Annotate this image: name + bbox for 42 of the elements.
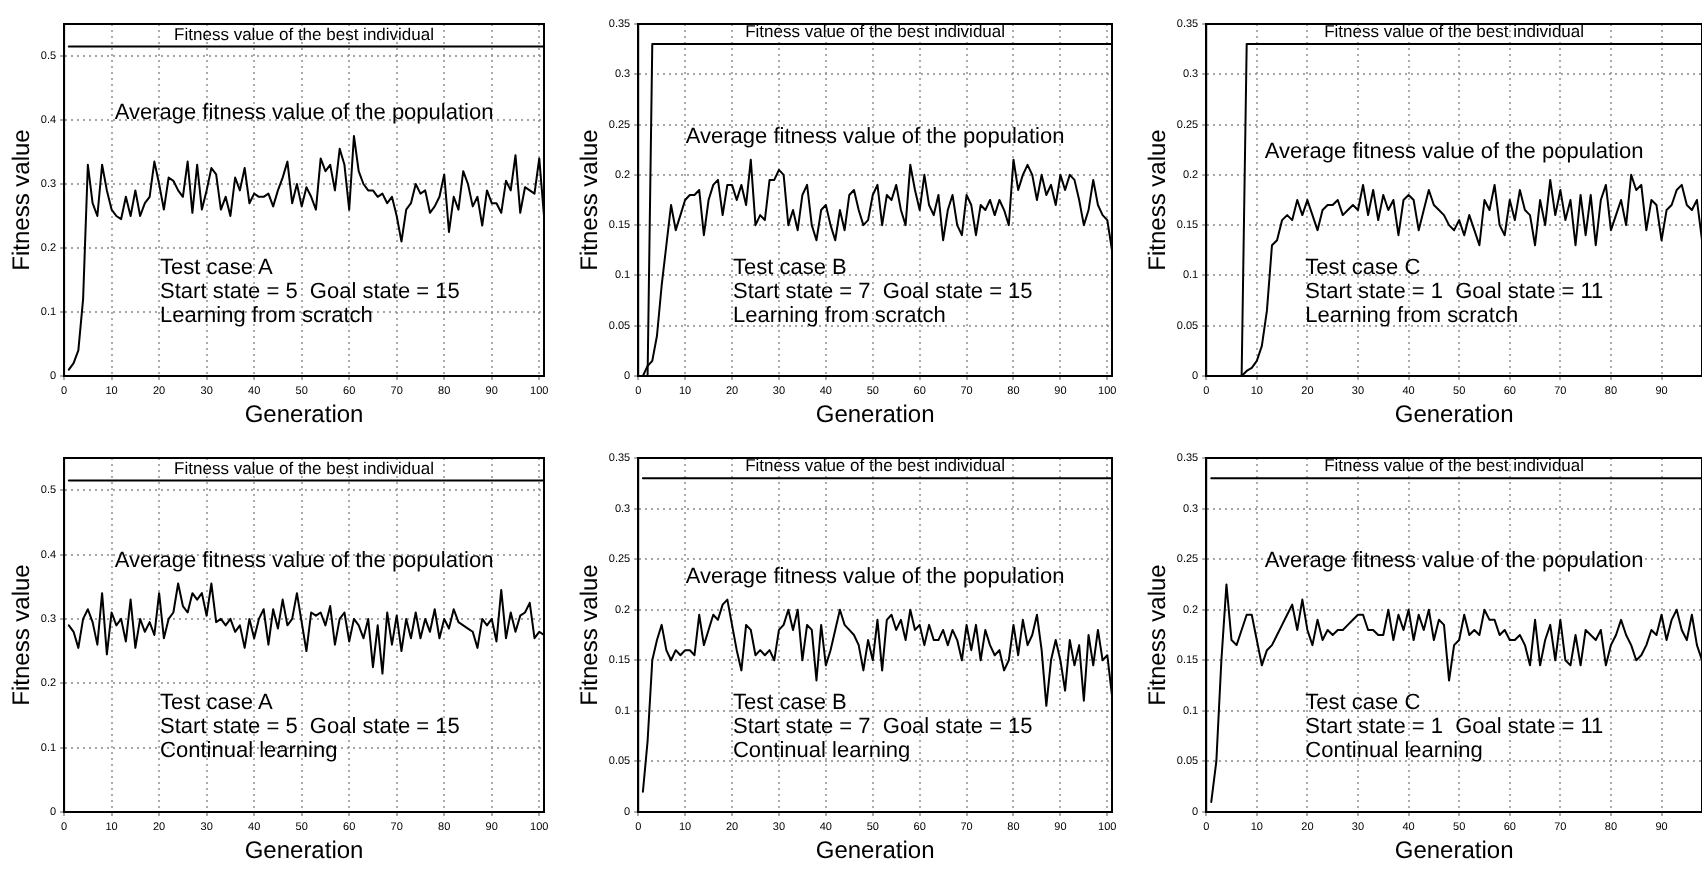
series-label: Fitness value of the best individual: [1324, 455, 1585, 476]
x-axis-title: Generation: [244, 836, 364, 865]
series-label: Fitness value of the best individual: [745, 21, 1006, 42]
series-label: Fitness value of the best individual: [1324, 21, 1585, 42]
y-axis-title: Fitness value: [575, 128, 604, 271]
series-label: Average fitness value of the population: [685, 564, 1065, 589]
annotation: Start state = 7 Goal state = 15: [732, 279, 1033, 304]
series-label: Average fitness value of the population: [114, 548, 494, 573]
annotation: Start state = 7 Goal state = 15: [732, 715, 1033, 740]
y-axis-title: Fitness value: [575, 563, 604, 706]
y-axis-title: Fitness value: [1143, 128, 1172, 271]
x-axis-title: Generation: [815, 400, 935, 429]
y-axis-title: Fitness value: [7, 563, 36, 706]
x-axis-title: Generation: [244, 400, 364, 429]
annotation: Learning from scratch: [732, 303, 946, 328]
series-label: Fitness value of the best individual: [745, 455, 1006, 476]
x-axis-title: Generation: [1394, 400, 1514, 429]
series-label: Fitness value of the best individual: [174, 23, 435, 44]
annotation: Start state = 5 Goal state = 15: [160, 279, 460, 304]
series-label: Average fitness value of the population: [685, 124, 1065, 149]
annotation: Test case A: [160, 255, 274, 280]
series-label: Average fitness value of the population: [114, 101, 494, 126]
series-label: Average fitness value of the population: [1264, 139, 1644, 164]
annotation: Learning from scratch: [1305, 303, 1519, 328]
annotation: Learning from scratch: [160, 303, 373, 328]
y-axis-title: Fitness value: [1143, 563, 1172, 706]
annotation: Continual learning: [160, 739, 338, 764]
x-axis-title: Generation: [815, 836, 935, 865]
annotation: Test case A: [160, 691, 274, 716]
series-label: Fitness value of the best individual: [174, 457, 435, 478]
x-axis-title: Generation: [1394, 836, 1514, 865]
series-label: Average fitness value of the population: [1264, 549, 1644, 574]
annotation: Start state = 1 Goal state = 11: [1305, 715, 1604, 740]
annotation: Start state = 1 Goal state = 11: [1305, 279, 1604, 304]
annotation: Test case B: [732, 691, 847, 716]
annotation: Start state = 5 Goal state = 15: [160, 715, 460, 740]
annotation: Continual learning: [732, 739, 911, 764]
annotation: Test case C: [1305, 691, 1421, 716]
annotation: Test case B: [732, 255, 847, 280]
annotation: Test case C: [1305, 255, 1421, 280]
annotation: Continual learning: [1305, 739, 1483, 764]
y-axis-title: Fitness value: [7, 128, 36, 271]
